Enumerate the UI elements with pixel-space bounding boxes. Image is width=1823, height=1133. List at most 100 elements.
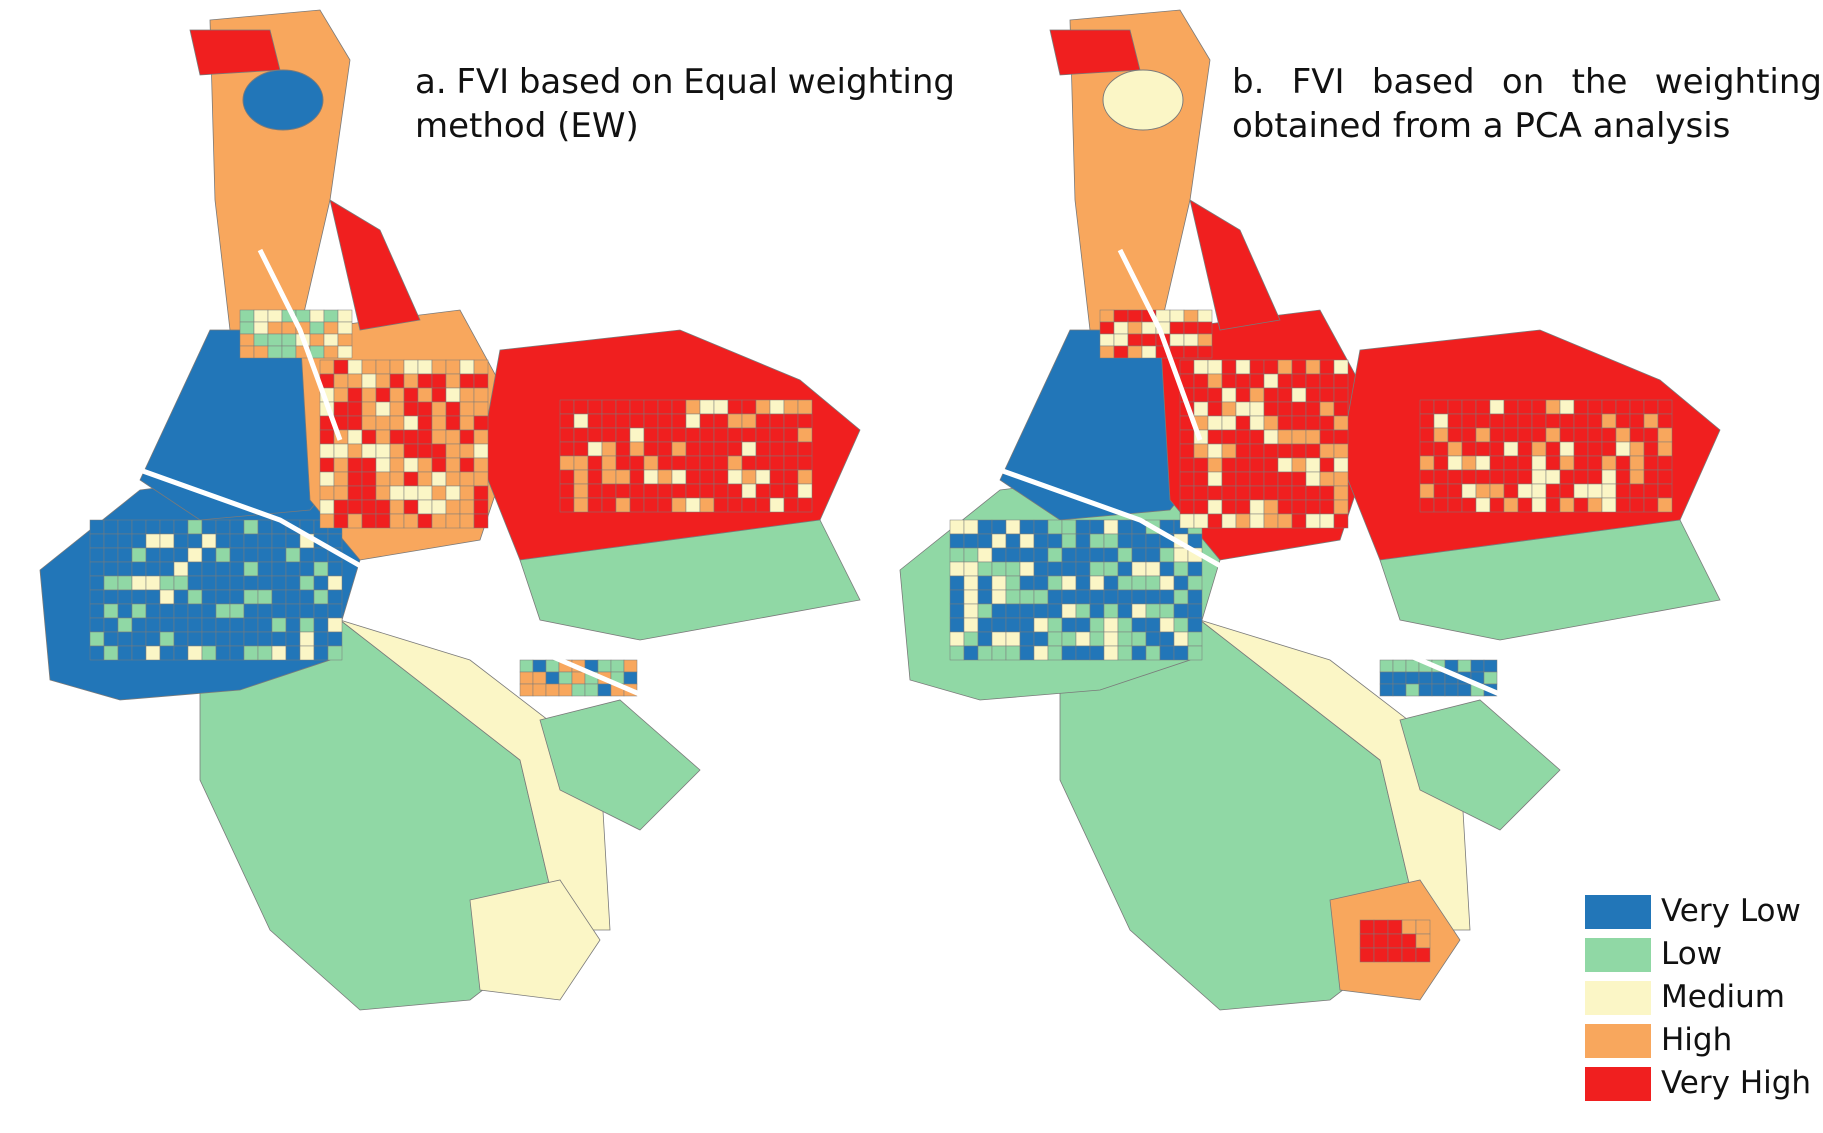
parcel [1657, 427, 1673, 443]
parcel [281, 321, 297, 335]
title-word: Equal [683, 62, 779, 102]
parcel [1235, 513, 1251, 529]
parcel [991, 645, 1007, 661]
parcel [1503, 483, 1519, 499]
parcel [713, 497, 729, 513]
parcel [89, 575, 105, 591]
parcel [1221, 485, 1237, 501]
parcel [271, 589, 287, 605]
parcel [1475, 455, 1491, 471]
parcel [1277, 457, 1293, 473]
parcel [991, 617, 1007, 633]
parcel [1629, 427, 1645, 443]
parcel [1033, 617, 1049, 633]
parcel [431, 457, 447, 473]
parcel [643, 441, 659, 457]
parcel [1179, 359, 1195, 375]
parcel [1235, 499, 1251, 515]
parcel [1559, 483, 1575, 499]
legend-item-medium: Medium [1585, 978, 1815, 1021]
parcel [473, 499, 489, 515]
parcel [243, 561, 259, 577]
parcel [299, 575, 315, 591]
parcel [417, 429, 433, 445]
parcel [1277, 387, 1293, 403]
parcel [319, 471, 335, 487]
parcel [319, 359, 335, 375]
parcel [403, 429, 419, 445]
parcel [1447, 469, 1463, 485]
parcel [977, 575, 993, 591]
parcel [1489, 483, 1505, 499]
parcel [727, 427, 743, 443]
parcel [1573, 441, 1589, 457]
parcel [187, 589, 203, 605]
parcel [657, 441, 673, 457]
parcel [229, 603, 245, 619]
parcel [1131, 547, 1147, 563]
parcel [991, 575, 1007, 591]
parcel [1629, 441, 1645, 457]
parcel [253, 321, 269, 335]
parcel [769, 483, 785, 499]
parcel [187, 575, 203, 591]
parcel [1489, 455, 1505, 471]
parcel [1033, 645, 1049, 661]
parcel [173, 617, 189, 633]
parcel [89, 533, 105, 549]
parcel [1089, 561, 1105, 577]
parcel [1517, 427, 1533, 443]
parcel [1601, 441, 1617, 457]
parcel [1249, 401, 1265, 417]
parcel [327, 589, 343, 605]
parcel [1531, 427, 1547, 443]
parcel [89, 617, 105, 633]
parcel [629, 497, 645, 513]
parcel [1075, 519, 1091, 535]
parcel [145, 589, 161, 605]
parcel [1173, 631, 1189, 647]
parcel [267, 333, 283, 347]
parcel [333, 373, 349, 389]
parcel [601, 483, 617, 499]
parcel [1587, 455, 1603, 471]
parcel [1033, 575, 1049, 591]
parcel [459, 429, 475, 445]
parcel [361, 401, 377, 417]
parcel [1461, 413, 1477, 429]
parcel [159, 617, 175, 633]
parcel [1117, 617, 1133, 633]
parcel [257, 617, 273, 633]
parcel [1629, 399, 1645, 415]
parcel [977, 589, 993, 605]
parcel [643, 427, 659, 443]
parcel [1319, 471, 1335, 487]
parcel [610, 659, 625, 673]
parcel [769, 441, 785, 457]
parcel [1117, 589, 1133, 605]
parcel [1117, 631, 1133, 647]
region-ne-strip [1379, 519, 1721, 641]
title-word: a. [415, 62, 447, 102]
parcel [1019, 575, 1035, 591]
parcel [1277, 485, 1293, 501]
parcel [977, 603, 993, 619]
parcel [1305, 513, 1321, 529]
parcel [403, 499, 419, 515]
parcel [215, 603, 231, 619]
region-north-wedge [1189, 199, 1281, 331]
parcel [1061, 561, 1077, 577]
parcel [1263, 401, 1279, 417]
parcel [257, 645, 273, 661]
parcel [1447, 441, 1463, 457]
parcel [361, 471, 377, 487]
parcel [1359, 933, 1375, 949]
parcel [337, 333, 353, 347]
parcel [601, 469, 617, 485]
parcel [1277, 415, 1293, 431]
parcel [1629, 455, 1645, 471]
parcel [243, 645, 259, 661]
parcel [431, 513, 447, 529]
parcel [1005, 561, 1021, 577]
parcel [1503, 497, 1519, 513]
